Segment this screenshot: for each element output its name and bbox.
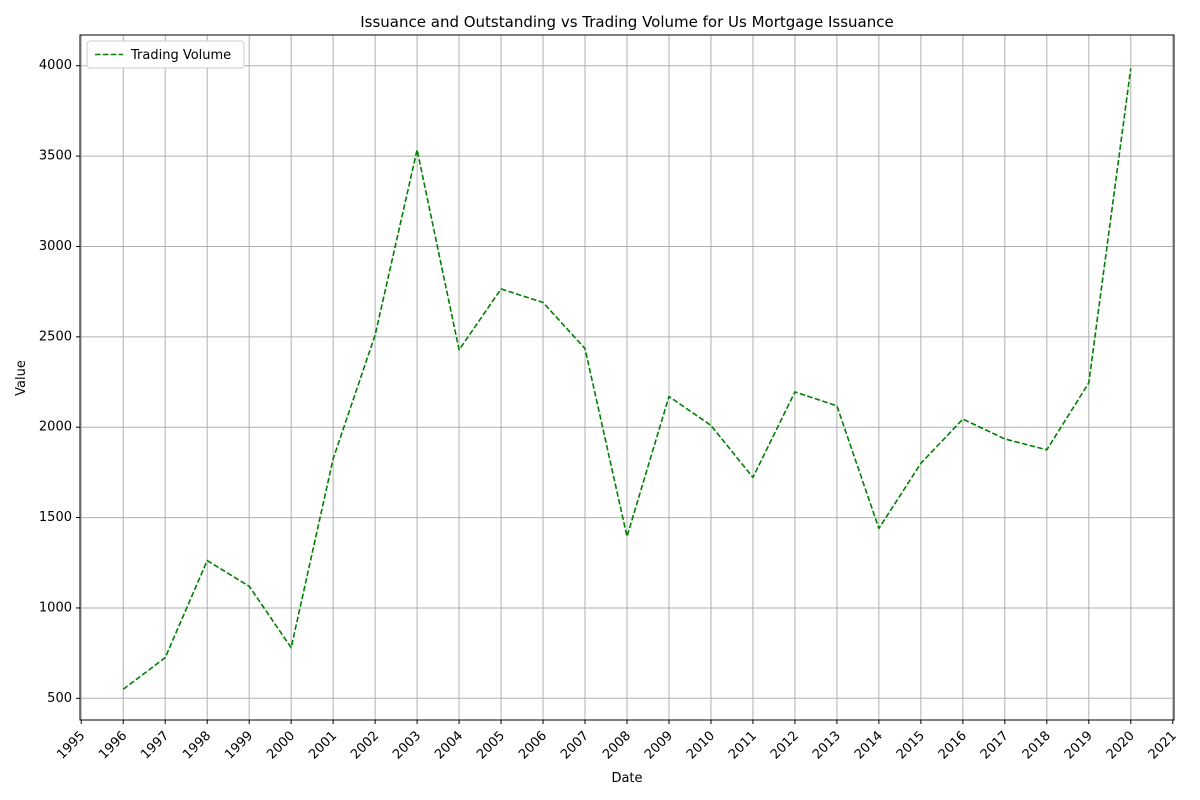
legend-label: Trading Volume	[130, 48, 231, 63]
legend: Trading Volume	[86, 40, 245, 69]
chart-title: Issuance and Outstanding vs Trading Volu…	[360, 13, 893, 31]
y-tick-label: 500	[47, 691, 72, 706]
y-tick-label: 2500	[39, 329, 72, 344]
series-layer	[122, 68, 1132, 690]
x-axis-label: Date	[611, 771, 642, 786]
y-tick-label: 3000	[39, 239, 72, 254]
y-tick-label: 2000	[39, 420, 72, 435]
series-line-trading-volume	[122, 68, 1132, 690]
y-axis-ticks: 500 1000 1500 2000 2500 3000 3500 4000	[39, 58, 80, 706]
grid	[80, 35, 1174, 720]
y-tick-label: 1500	[39, 510, 72, 525]
y-tick-label: 1000	[39, 600, 72, 615]
y-axis-label: Value	[14, 360, 29, 396]
legend-box	[86, 40, 245, 69]
y-tick-label: 4000	[39, 58, 72, 73]
y-tick-label: 3500	[39, 149, 72, 164]
